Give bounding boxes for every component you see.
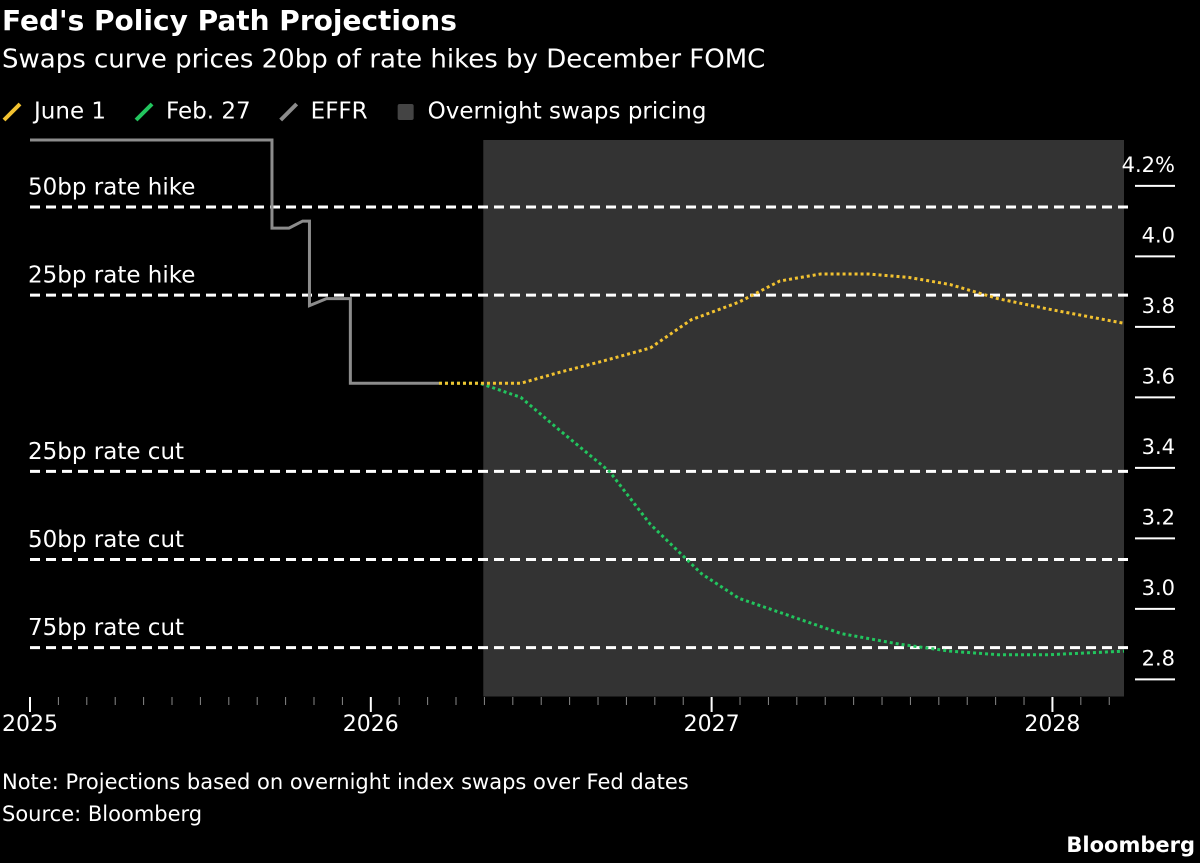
y-tick-label: 3.2 <box>1142 505 1175 529</box>
legend-swatch <box>2 102 22 122</box>
x-tick-label: 2025 <box>2 712 58 737</box>
chart-title: Fed's Policy Path Projections <box>2 4 457 37</box>
note: Note: Projections based on overnight ind… <box>2 770 689 794</box>
reference-label: 50bp rate hike <box>28 174 195 200</box>
source: Source: Bloomberg <box>2 802 202 826</box>
legend-label: Feb. 27 <box>166 99 251 125</box>
x-tick-label: 2028 <box>1024 712 1080 737</box>
series-line <box>438 381 1125 657</box>
series-line <box>30 138 439 385</box>
y-tick-label: 3.6 <box>1142 364 1175 388</box>
series-line <box>438 272 1125 385</box>
shaded-region <box>483 140 1125 697</box>
reference-label: 50bp rate cut <box>28 527 184 553</box>
x-tick-label: 2026 <box>343 712 399 737</box>
y-tick-label: 4.0 <box>1142 223 1175 247</box>
reference-label: 25bp rate hike <box>28 263 195 289</box>
y-tick-label: 3.0 <box>1142 576 1175 600</box>
legend-swatch <box>134 102 154 122</box>
x-tick-label: 2027 <box>684 712 740 737</box>
legend-label: EFFR <box>311 99 368 125</box>
reference-label: 75bp rate cut <box>28 615 184 641</box>
y-tick-label: 3.8 <box>1142 294 1175 318</box>
chart-subtitle: Swaps curve prices 20bp of rate hikes by… <box>2 45 765 75</box>
y-tick-label: 3.4 <box>1142 435 1175 459</box>
legend-swatch <box>397 104 414 120</box>
logo: Bloomberg <box>1066 833 1195 857</box>
legend-swatch <box>279 102 299 122</box>
legend-label: June 1 <box>32 99 106 125</box>
y-tick-label: 4.2% <box>1122 153 1175 177</box>
legend-label: Overnight swaps pricing <box>428 99 707 125</box>
y-tick-label: 2.8 <box>1142 646 1175 670</box>
reference-label: 25bp rate cut <box>28 439 184 465</box>
